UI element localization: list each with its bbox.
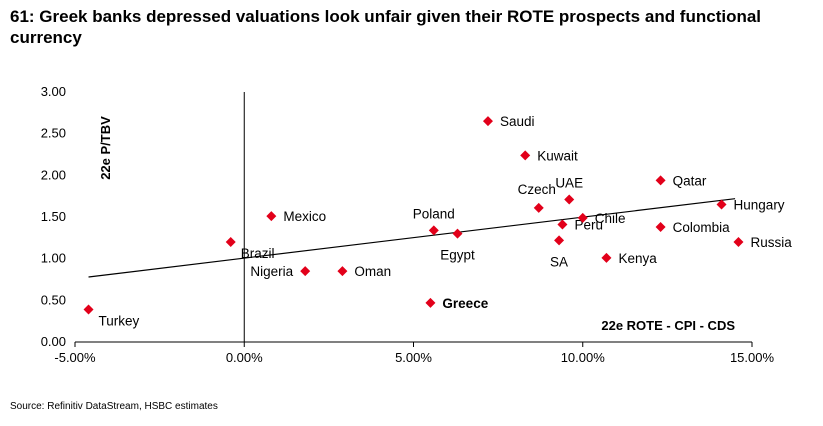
y-tick-label: 1.00 (41, 251, 66, 266)
chart-title: 61: Greek banks depressed valuations loo… (10, 7, 762, 47)
point-peru (557, 219, 568, 230)
label-sa: SA (550, 254, 568, 269)
source-note: Source: Refinitiv DataStream, HSBC estim… (10, 401, 218, 412)
point-russia (733, 237, 744, 247)
point-sa (554, 235, 565, 246)
y-tick-label: 0.50 (41, 292, 66, 307)
label-colombia: Colombia (673, 220, 731, 235)
label-mexico: Mexico (283, 209, 326, 224)
label-nigeria: Nigeria (250, 264, 293, 279)
point-kuwait (520, 150, 531, 161)
point-saudi (482, 116, 493, 127)
y-axis-ticks: 0.00 0.50 1.00 1.50 2.00 2.50 3.00 (41, 84, 66, 349)
point-brazil (225, 237, 236, 247)
label-oman: Oman (354, 264, 391, 279)
point-hungary (716, 199, 727, 210)
label-uae: UAE (555, 176, 583, 191)
point-mexico (266, 211, 277, 222)
data-points: Turkey Brazil Mexico Nigeria Oman Poland Greec… (83, 114, 792, 329)
x-tick-label: 5.00% (395, 350, 432, 365)
y-tick-label: 2.50 (41, 126, 66, 141)
point-nigeria (300, 266, 311, 277)
y-tick-label: 0.00 (41, 334, 66, 349)
x-tick-label: 15.00% (730, 350, 775, 365)
label-kuwait: Kuwait (537, 148, 578, 163)
y-tick-label: 2.00 (41, 167, 66, 182)
point-colombia (655, 222, 666, 232)
trend-line (88, 198, 736, 278)
point-czech (533, 202, 544, 213)
label-chile: Chile (595, 211, 626, 226)
label-russia: Russia (750, 235, 792, 250)
point-poland (428, 225, 439, 236)
point-turkey (83, 304, 94, 315)
point-kenya (601, 252, 612, 263)
x-tick-label: 0.00% (226, 350, 263, 365)
scatter-chart: 0.00 0.50 1.00 1.50 2.00 2.50 3.00 -5.00% 0.00%… (41, 84, 793, 365)
point-qatar (655, 175, 666, 186)
label-kenya: Kenya (618, 251, 657, 266)
label-brazil: Brazil (241, 246, 275, 261)
point-uae (564, 194, 575, 205)
point-egypt (452, 228, 463, 239)
point-chile (577, 212, 588, 223)
point-greece (425, 297, 436, 308)
x-tick-label: -5.00% (54, 350, 96, 365)
label-greece: Greece (442, 296, 488, 311)
label-egypt: Egypt (440, 248, 475, 263)
point-oman (337, 266, 348, 277)
label-saudi: Saudi (500, 114, 535, 129)
x-tick-label: 10.00% (561, 350, 606, 365)
label-qatar: Qatar (673, 173, 707, 188)
x-axis-title: 22e ROTE - CPI - CDS (601, 318, 735, 333)
label-poland: Poland (413, 206, 455, 221)
label-czech: Czech (518, 182, 556, 197)
y-tick-label: 3.00 (41, 84, 66, 99)
x-axis-ticks: -5.00% 0.00% 5.00% 10.00% 15.00% (54, 342, 774, 365)
label-turkey: Turkey (99, 314, 140, 329)
y-tick-label: 1.50 (41, 209, 66, 224)
label-hungary: Hungary (734, 198, 785, 213)
y-axis-title: 22e P/TBV (98, 116, 113, 180)
